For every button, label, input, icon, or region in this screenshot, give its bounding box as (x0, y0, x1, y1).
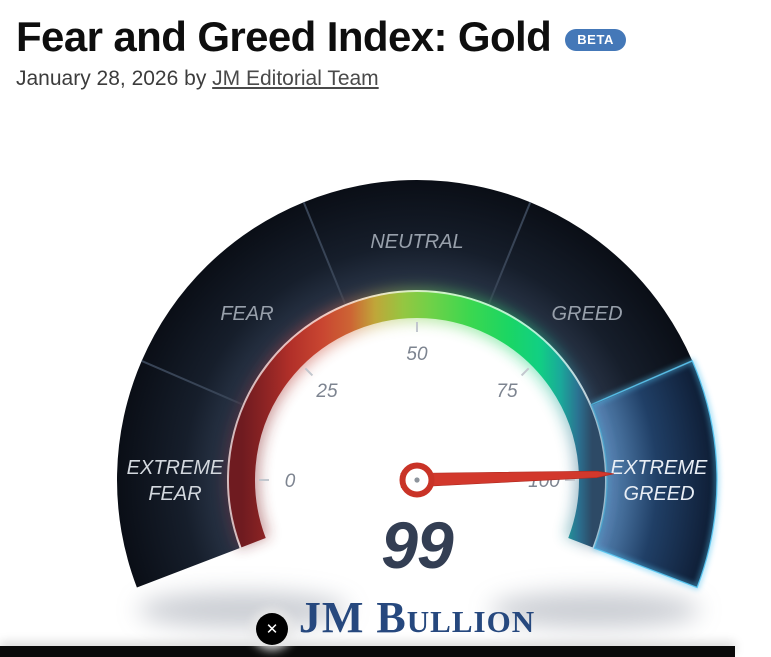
tick-label-50: 50 (406, 344, 428, 365)
label-extreme-greed-line1: EXTREME (611, 457, 708, 479)
tick-label-25: 25 (315, 381, 338, 402)
label-neutral: NEUTRAL (370, 231, 463, 253)
close-icon: ✕ (265, 621, 279, 638)
gauge-shadow-left (138, 592, 348, 628)
close-button[interactable]: ✕ (256, 613, 288, 645)
ring-segment-extreme-fear (117, 360, 243, 588)
label-extreme-fear-line2: FEAR (148, 483, 201, 505)
page-header: Fear and Greed Index: Gold BETA January 2… (0, 0, 771, 91)
ring-segment-neutral (303, 179, 531, 305)
jm-bullion-logo: JM Bullion (299, 593, 535, 642)
page-title: Fear and Greed Index: Gold BETA (16, 13, 755, 60)
ring-segment-extreme-greed (591, 360, 717, 588)
gauge-segment-labels: EXTREME FEAR FEAR NEUTRAL GREED EXTREME … (127, 231, 708, 505)
byline-connector: by (184, 67, 207, 91)
gauge-value: 99 (381, 508, 454, 582)
beta-badge: BETA (565, 29, 627, 52)
post-date: January 28, 2026 (16, 67, 179, 91)
ad-banner-bar (0, 646, 735, 657)
author-link[interactable]: JM Editorial Team (212, 67, 379, 91)
ring-segment-greed (488, 202, 693, 405)
label-greed: GREED (551, 303, 622, 325)
gauge-container: 0 25 50 75 100 EXTREME FEAR FEAR NEUTRAL… (107, 150, 727, 650)
gauge-hub (399, 462, 435, 498)
ring-segment-fear (141, 202, 346, 405)
byline: January 28, 2026 by JM Editorial Team (16, 67, 755, 91)
gauge-shadow-right (490, 592, 700, 628)
gauge-ring (117, 179, 717, 588)
hub-dot (414, 477, 420, 483)
page-title-text: Fear and Greed Index: Gold (16, 13, 552, 60)
label-fear: FEAR (220, 303, 273, 325)
gauge-ticks (259, 322, 575, 481)
fear-greed-gauge-svg: 0 25 50 75 100 EXTREME FEAR FEAR NEUTRAL… (117, 179, 719, 642)
label-extreme-greed-line2: GREED (623, 483, 694, 505)
label-extreme-fear-line1: EXTREME (127, 457, 224, 479)
gauge-arc (229, 292, 605, 548)
tick-label-0: 0 (285, 471, 296, 492)
tick-label-75: 75 (496, 381, 518, 402)
